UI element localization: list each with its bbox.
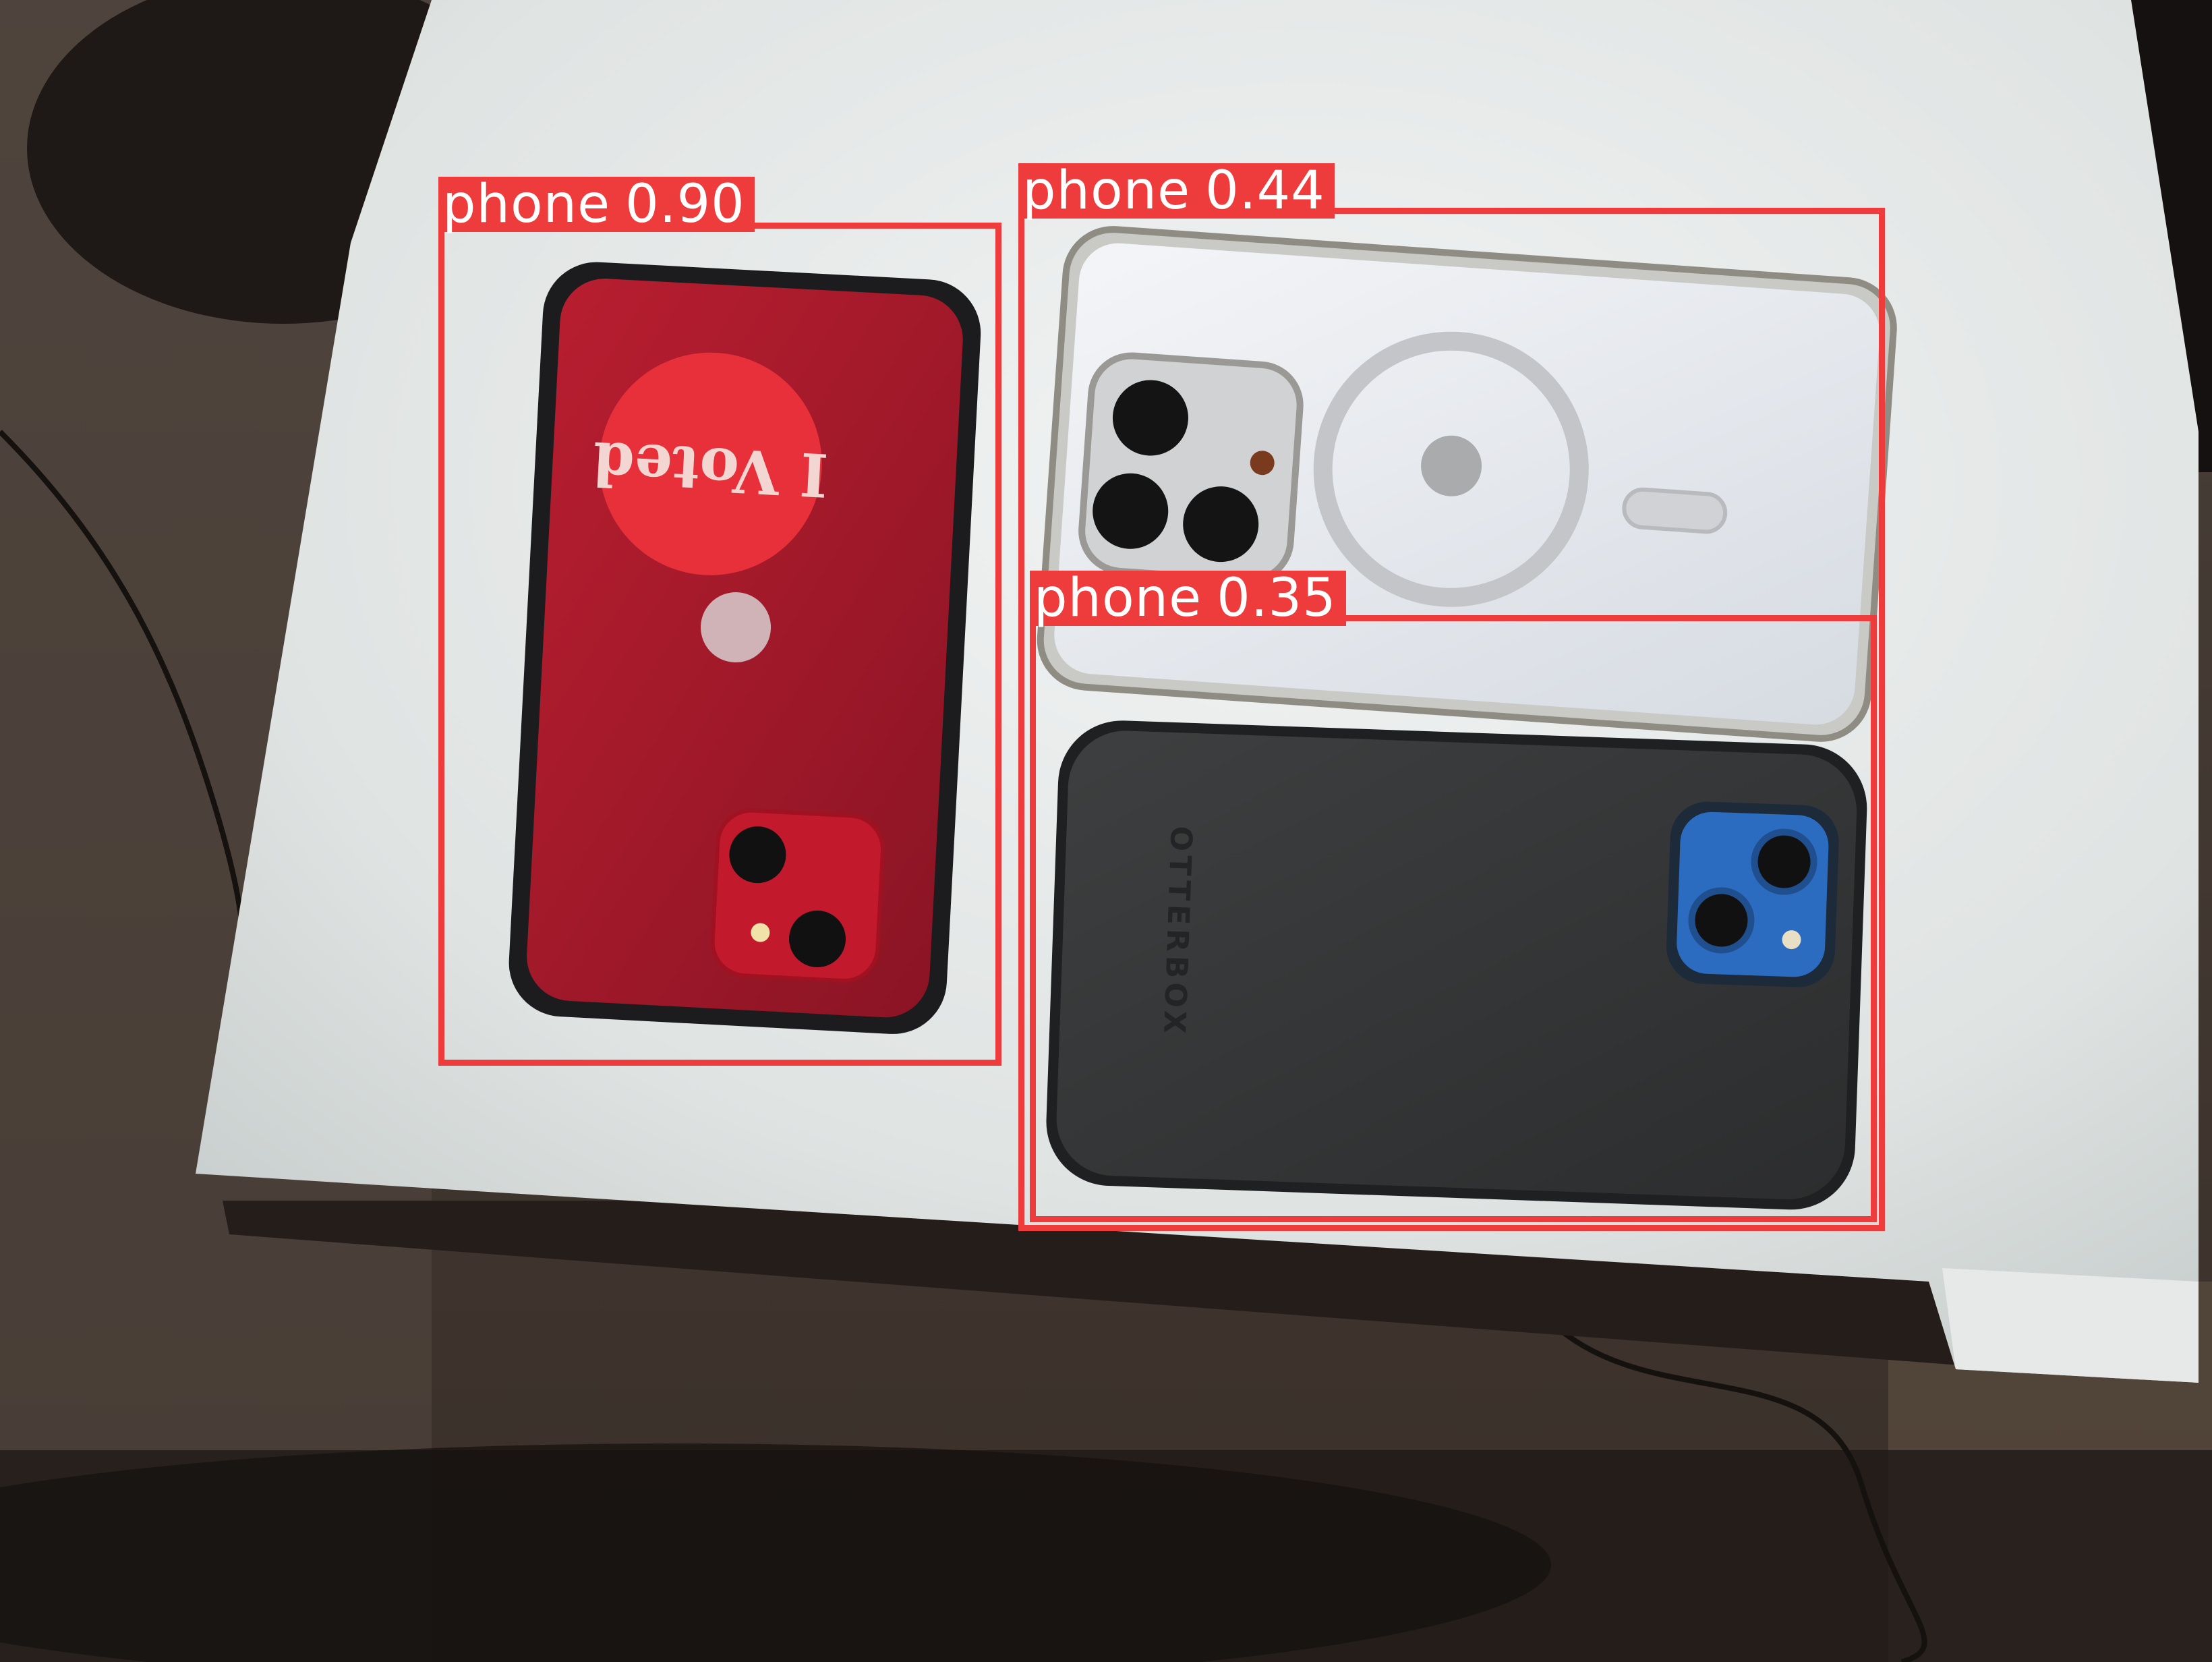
detection-box-1 [438, 223, 1001, 1066]
detection-label-3: phone 0.35 [1030, 571, 1346, 626]
detection-confidence: 0.90 [625, 174, 745, 235]
i-voted-sticker [599, 352, 822, 575]
detection-confidence: 0.44 [1205, 161, 1325, 221]
detection-class: phone [442, 174, 611, 235]
case-brand-text: OTTERBOX [1157, 826, 1198, 1038]
detection-box-3 [1030, 615, 1877, 1222]
detection-label-2: phone 0.44 [1018, 163, 1335, 219]
apple-logo [701, 592, 772, 663]
detection-confidence: 0.35 [1217, 568, 1337, 629]
detection-box-2 [1018, 208, 1885, 1231]
sticker-text: I Voted [591, 428, 830, 511]
detection-class: phone [1034, 568, 1202, 629]
magsafe-ring [1313, 331, 1589, 607]
red-phone: I Voted [508, 262, 981, 1034]
detection-label-1: phone 0.90 [438, 177, 755, 232]
dark-case-phone: OTTERBOX [1046, 720, 1867, 1210]
apple-logo [1421, 435, 1482, 496]
detection-class: phone [1022, 161, 1191, 221]
